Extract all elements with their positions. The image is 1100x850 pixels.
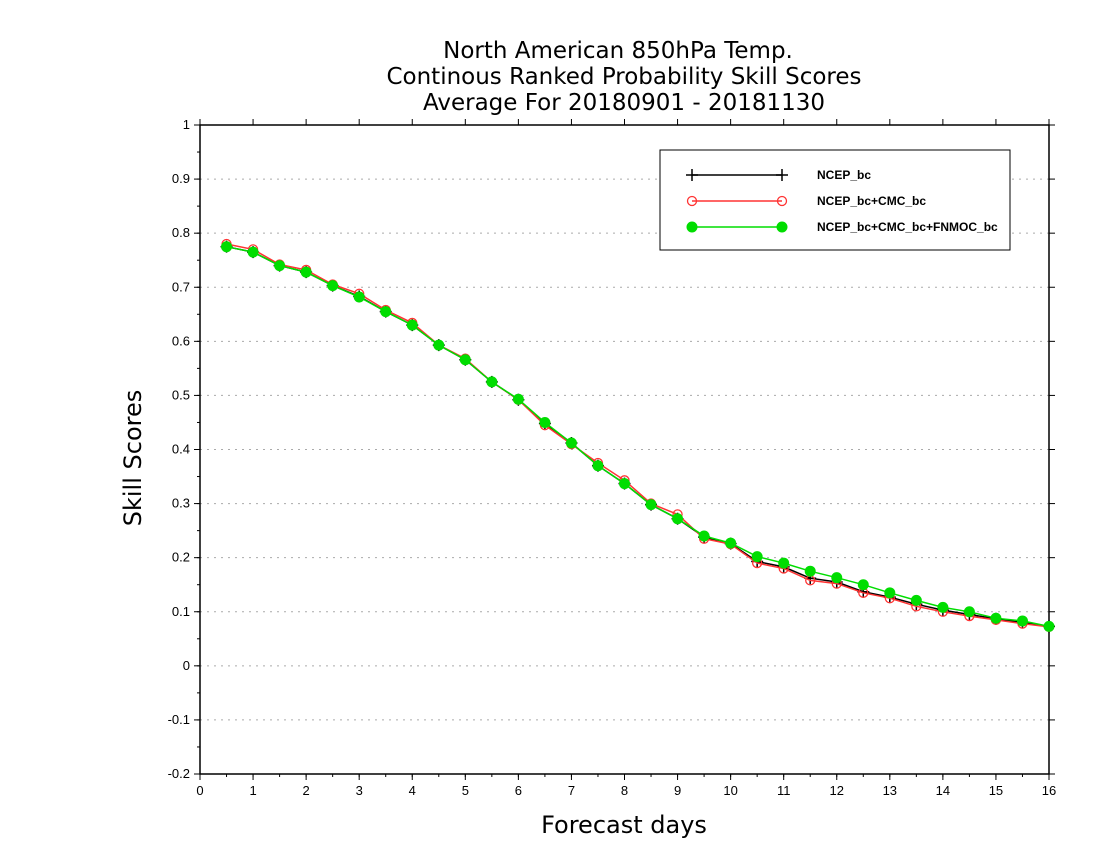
filled-circle-marker: [539, 416, 551, 428]
x-tick-label: 6: [515, 783, 522, 798]
filled-circle-marker: [645, 499, 657, 511]
filled-circle-marker: [459, 354, 471, 366]
series-line: [226, 245, 1050, 628]
x-tick-label: 13: [883, 783, 897, 798]
legend-item: NCEP_bc: [686, 168, 871, 182]
x-tick-label: 11: [777, 783, 791, 798]
x-tick-label: 1: [249, 783, 256, 798]
open-circle-marker: [776, 195, 788, 207]
x-tick-label: 8: [621, 783, 628, 798]
plus-marker: [776, 169, 788, 181]
filled-circle-marker: [486, 376, 498, 388]
x-tick-label: 16: [1042, 783, 1056, 798]
filled-circle-marker: [725, 537, 737, 549]
filled-circle-marker: [565, 437, 577, 449]
filled-circle-marker: [910, 594, 922, 606]
filled-circle-marker: [672, 513, 684, 525]
filled-circle-marker: [247, 246, 259, 258]
series-NCEP_bc+CMC_bc: [221, 238, 1055, 633]
y-tick-label: 0: [183, 658, 190, 673]
x-tick-label: 14: [936, 783, 950, 798]
filled-circle-marker: [937, 601, 949, 613]
filled-circle-marker: [1016, 615, 1028, 627]
filled-circle-marker: [963, 606, 975, 618]
open-circle-marker: [686, 195, 698, 207]
filled-circle-marker: [884, 587, 896, 599]
x-tick-label: 7: [568, 783, 575, 798]
x-tick-label: 2: [303, 783, 310, 798]
filled-circle-marker: [619, 478, 630, 490]
y-tick-label: 1: [183, 117, 190, 132]
series-line: [226, 245, 1050, 628]
legend: NCEP_bc NCEP_bc+CMC_bc NCEP_bc+CMC_bc+FNMO…: [659, 149, 1011, 251]
legend-label: NCEP_bc+CMC_bc: [817, 194, 926, 208]
filled-circle-marker: [300, 266, 312, 278]
gridlines: [200, 178, 1049, 721]
filled-circle-marker: [512, 393, 524, 405]
filled-circle-marker: [857, 579, 869, 591]
y-tick-label: 0.6: [172, 333, 190, 348]
title-line-1: North American 850hPa Temp.: [443, 38, 793, 64]
filled-circle-marker: [778, 557, 790, 569]
filled-circle-marker: [1043, 620, 1055, 632]
filled-circle-marker: [274, 260, 286, 272]
filled-circle-marker: [751, 551, 763, 563]
axes: [194, 119, 1055, 780]
title-line-2: Continous Ranked Probability Skill Score…: [386, 64, 861, 90]
series-line: [226, 243, 1050, 628]
x-tick-label: 3: [356, 783, 363, 798]
series-layer: [220, 238, 1055, 633]
y-tick-label: 0.4: [172, 442, 190, 457]
filled-circle-marker: [776, 221, 788, 233]
x-tick-label: 12: [830, 783, 844, 798]
filled-circle-marker: [353, 291, 365, 303]
x-tick-label: 15: [989, 783, 1003, 798]
x-tick-label: 10: [723, 783, 737, 798]
filled-circle-marker: [698, 530, 710, 542]
filled-circle-marker: [831, 572, 843, 584]
y-tick-label: 0.2: [172, 550, 190, 565]
title-line-3: Average For 20180901 - 20181130: [423, 90, 825, 116]
legend-item: NCEP_bc+CMC_bc+FNMOC_bc: [686, 220, 998, 234]
y-tick-label: 0.5: [172, 387, 190, 402]
filled-circle-marker: [804, 565, 816, 577]
y-axis-title: Skill Scores: [119, 390, 147, 527]
filled-circle-marker: [592, 460, 604, 472]
y-tick-label: 0.1: [172, 604, 190, 619]
x-tick-label: 0: [196, 783, 203, 798]
x-tick-label: 5: [462, 783, 469, 798]
y-tick-label: 0.8: [172, 225, 190, 240]
filled-circle-marker: [327, 280, 339, 292]
y-tick-label: -0.2: [168, 766, 190, 781]
filled-circle-marker: [990, 612, 1002, 624]
y-tick-label: 0.7: [172, 279, 190, 294]
filled-circle-marker: [433, 339, 445, 351]
x-tick-label: 9: [674, 783, 681, 798]
filled-circle-marker: [380, 306, 392, 318]
legend-box: [659, 149, 1011, 251]
tick-labels: -0.2-0.100.10.20.30.40.50.60.70.80.910 1 2…: [168, 117, 1057, 798]
legend-label: NCEP_bc+CMC_bc+FNMOC_bc: [817, 220, 998, 234]
legend-item: NCEP_bc+CMC_bc: [686, 194, 926, 208]
y-tick-label: 0.9: [172, 171, 190, 186]
series-NCEP_bc: [220, 240, 1055, 633]
filled-circle-marker: [686, 221, 698, 233]
chart-title: North American 850hPa Temp. Continous Ra…: [386, 38, 861, 116]
filled-circle-marker: [406, 319, 418, 331]
filled-circle-marker: [221, 241, 233, 253]
series-NCEP_bc+CMC_bc+FNMOC_bc: [221, 241, 1055, 632]
x-axis-title: Forecast days: [541, 811, 707, 839]
x-tick-label: 4: [409, 783, 416, 798]
legend-label: NCEP_bc: [817, 168, 871, 182]
y-tick-label: -0.1: [168, 712, 190, 727]
y-tick-label: 0.3: [172, 496, 190, 511]
plus-marker: [686, 169, 698, 181]
